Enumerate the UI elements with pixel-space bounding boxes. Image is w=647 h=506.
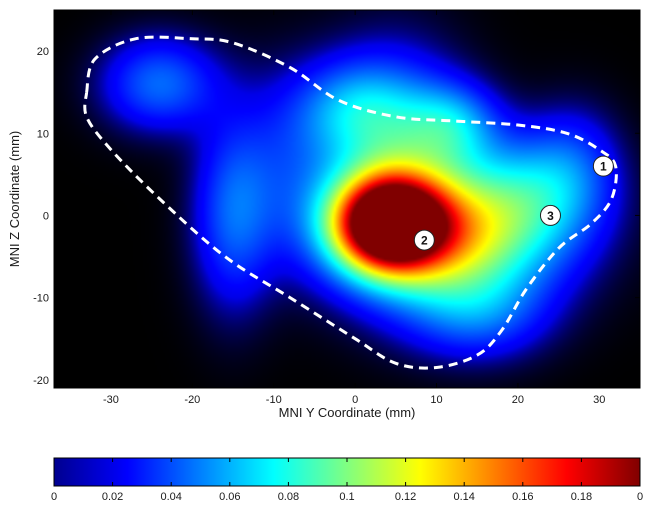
density-heatmap — [54, 10, 640, 388]
x-tick-label: 10 — [430, 394, 442, 406]
y-tick-label: 0 — [43, 210, 49, 222]
x-tick-label: -20 — [184, 394, 200, 406]
x-tick-label: 30 — [593, 394, 605, 406]
marker-circle — [592, 155, 614, 177]
colorbar-tick-label: 0.02 — [102, 491, 123, 503]
colorbar-tick-label: 0 — [637, 491, 643, 503]
colorbar-tick-label: 0.12 — [395, 491, 416, 503]
colorbar-tick-label: 0.18 — [571, 491, 592, 503]
marker-circle — [539, 204, 561, 226]
colorbar-tick-label: 0 — [51, 491, 57, 503]
point-marker-1: 1 — [592, 155, 614, 177]
colorbar-tick-label: 0.14 — [453, 491, 474, 503]
y-axis-ticks: -20 -10 0 10 20 — [33, 46, 640, 387]
marker-circle — [413, 229, 435, 251]
x-tick-label: 0 — [352, 394, 358, 406]
y-tick-label: -10 — [33, 293, 49, 305]
point-markers: 1 2 3 — [413, 155, 614, 251]
point-marker-2: 2 — [413, 229, 435, 251]
marker-label: 2 — [421, 234, 428, 248]
colorbar-tick-label: 0.1 — [339, 491, 354, 503]
y-tick-label: 20 — [37, 46, 49, 58]
marker-label: 3 — [547, 209, 554, 223]
colorbar-tick-label: 0.16 — [512, 491, 533, 503]
marker-label: 1 — [600, 160, 607, 174]
x-tick-label: -10 — [266, 394, 282, 406]
colorbar-ticks: 0 0.02 0.04 0.06 0.08 0.1 0.12 0.14 0.16 0.18 0 — [51, 458, 643, 503]
plot-frame — [53, 9, 641, 389]
x-axis-ticks: -30 -20 -10 0 10 20 30 — [103, 10, 605, 406]
colorbar-tick-label: 0.04 — [160, 491, 181, 503]
y-axis-title: MNI Z Coordinate (mm) — [7, 131, 22, 268]
x-tick-label: 20 — [512, 394, 524, 406]
x-tick-label: -30 — [103, 394, 119, 406]
point-marker-3: 3 — [539, 204, 561, 226]
boundary-outline — [83, 35, 618, 370]
colorbar-tick-label: 0.08 — [278, 491, 299, 503]
y-tick-label: 10 — [37, 128, 49, 140]
colorbar-tick-label: 0.06 — [219, 491, 240, 503]
x-axis-title: MNI Y Coordinate (mm) — [279, 405, 416, 420]
colorbar-gradient — [53, 457, 641, 487]
heatmap-plot-area: 1 2 3 -30 -20 -10 0 10 20 30 -20 -10 0 10 20 — [33, 9, 641, 406]
y-tick-label: -20 — [33, 375, 49, 387]
colorbar: 0 0.02 0.04 0.06 0.08 0.1 0.12 0.14 0.16 0.18 0 — [51, 457, 643, 503]
